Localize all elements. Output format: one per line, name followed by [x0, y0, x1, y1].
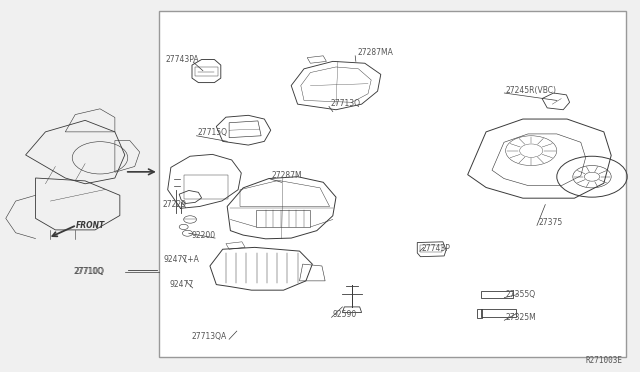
- Text: 27710Q: 27710Q: [74, 267, 104, 276]
- Text: FRONT: FRONT: [76, 221, 105, 230]
- Text: 92477+A: 92477+A: [163, 255, 199, 264]
- Text: 27325M: 27325M: [506, 313, 536, 322]
- Text: 92200: 92200: [192, 231, 216, 240]
- Text: 27715Q: 27715Q: [198, 128, 228, 137]
- Text: 27375: 27375: [538, 218, 563, 227]
- Text: 27743PA: 27743PA: [165, 55, 199, 64]
- Text: 27229: 27229: [163, 200, 187, 209]
- Text: 92477: 92477: [170, 280, 194, 289]
- Text: 27743P: 27743P: [421, 244, 450, 253]
- Text: 27713Q: 27713Q: [330, 99, 360, 108]
- Text: 27245R(VBC): 27245R(VBC): [506, 86, 557, 95]
- Text: R271003E: R271003E: [585, 356, 622, 365]
- Text: 27355Q: 27355Q: [506, 290, 536, 299]
- Text: 27713QA: 27713QA: [192, 332, 227, 341]
- Text: 27287MA: 27287MA: [357, 48, 393, 57]
- Text: 27710Q: 27710Q: [74, 267, 104, 276]
- Text: 27287M: 27287M: [271, 171, 302, 180]
- Bar: [159, 11, 626, 357]
- Text: 92590: 92590: [333, 310, 357, 319]
